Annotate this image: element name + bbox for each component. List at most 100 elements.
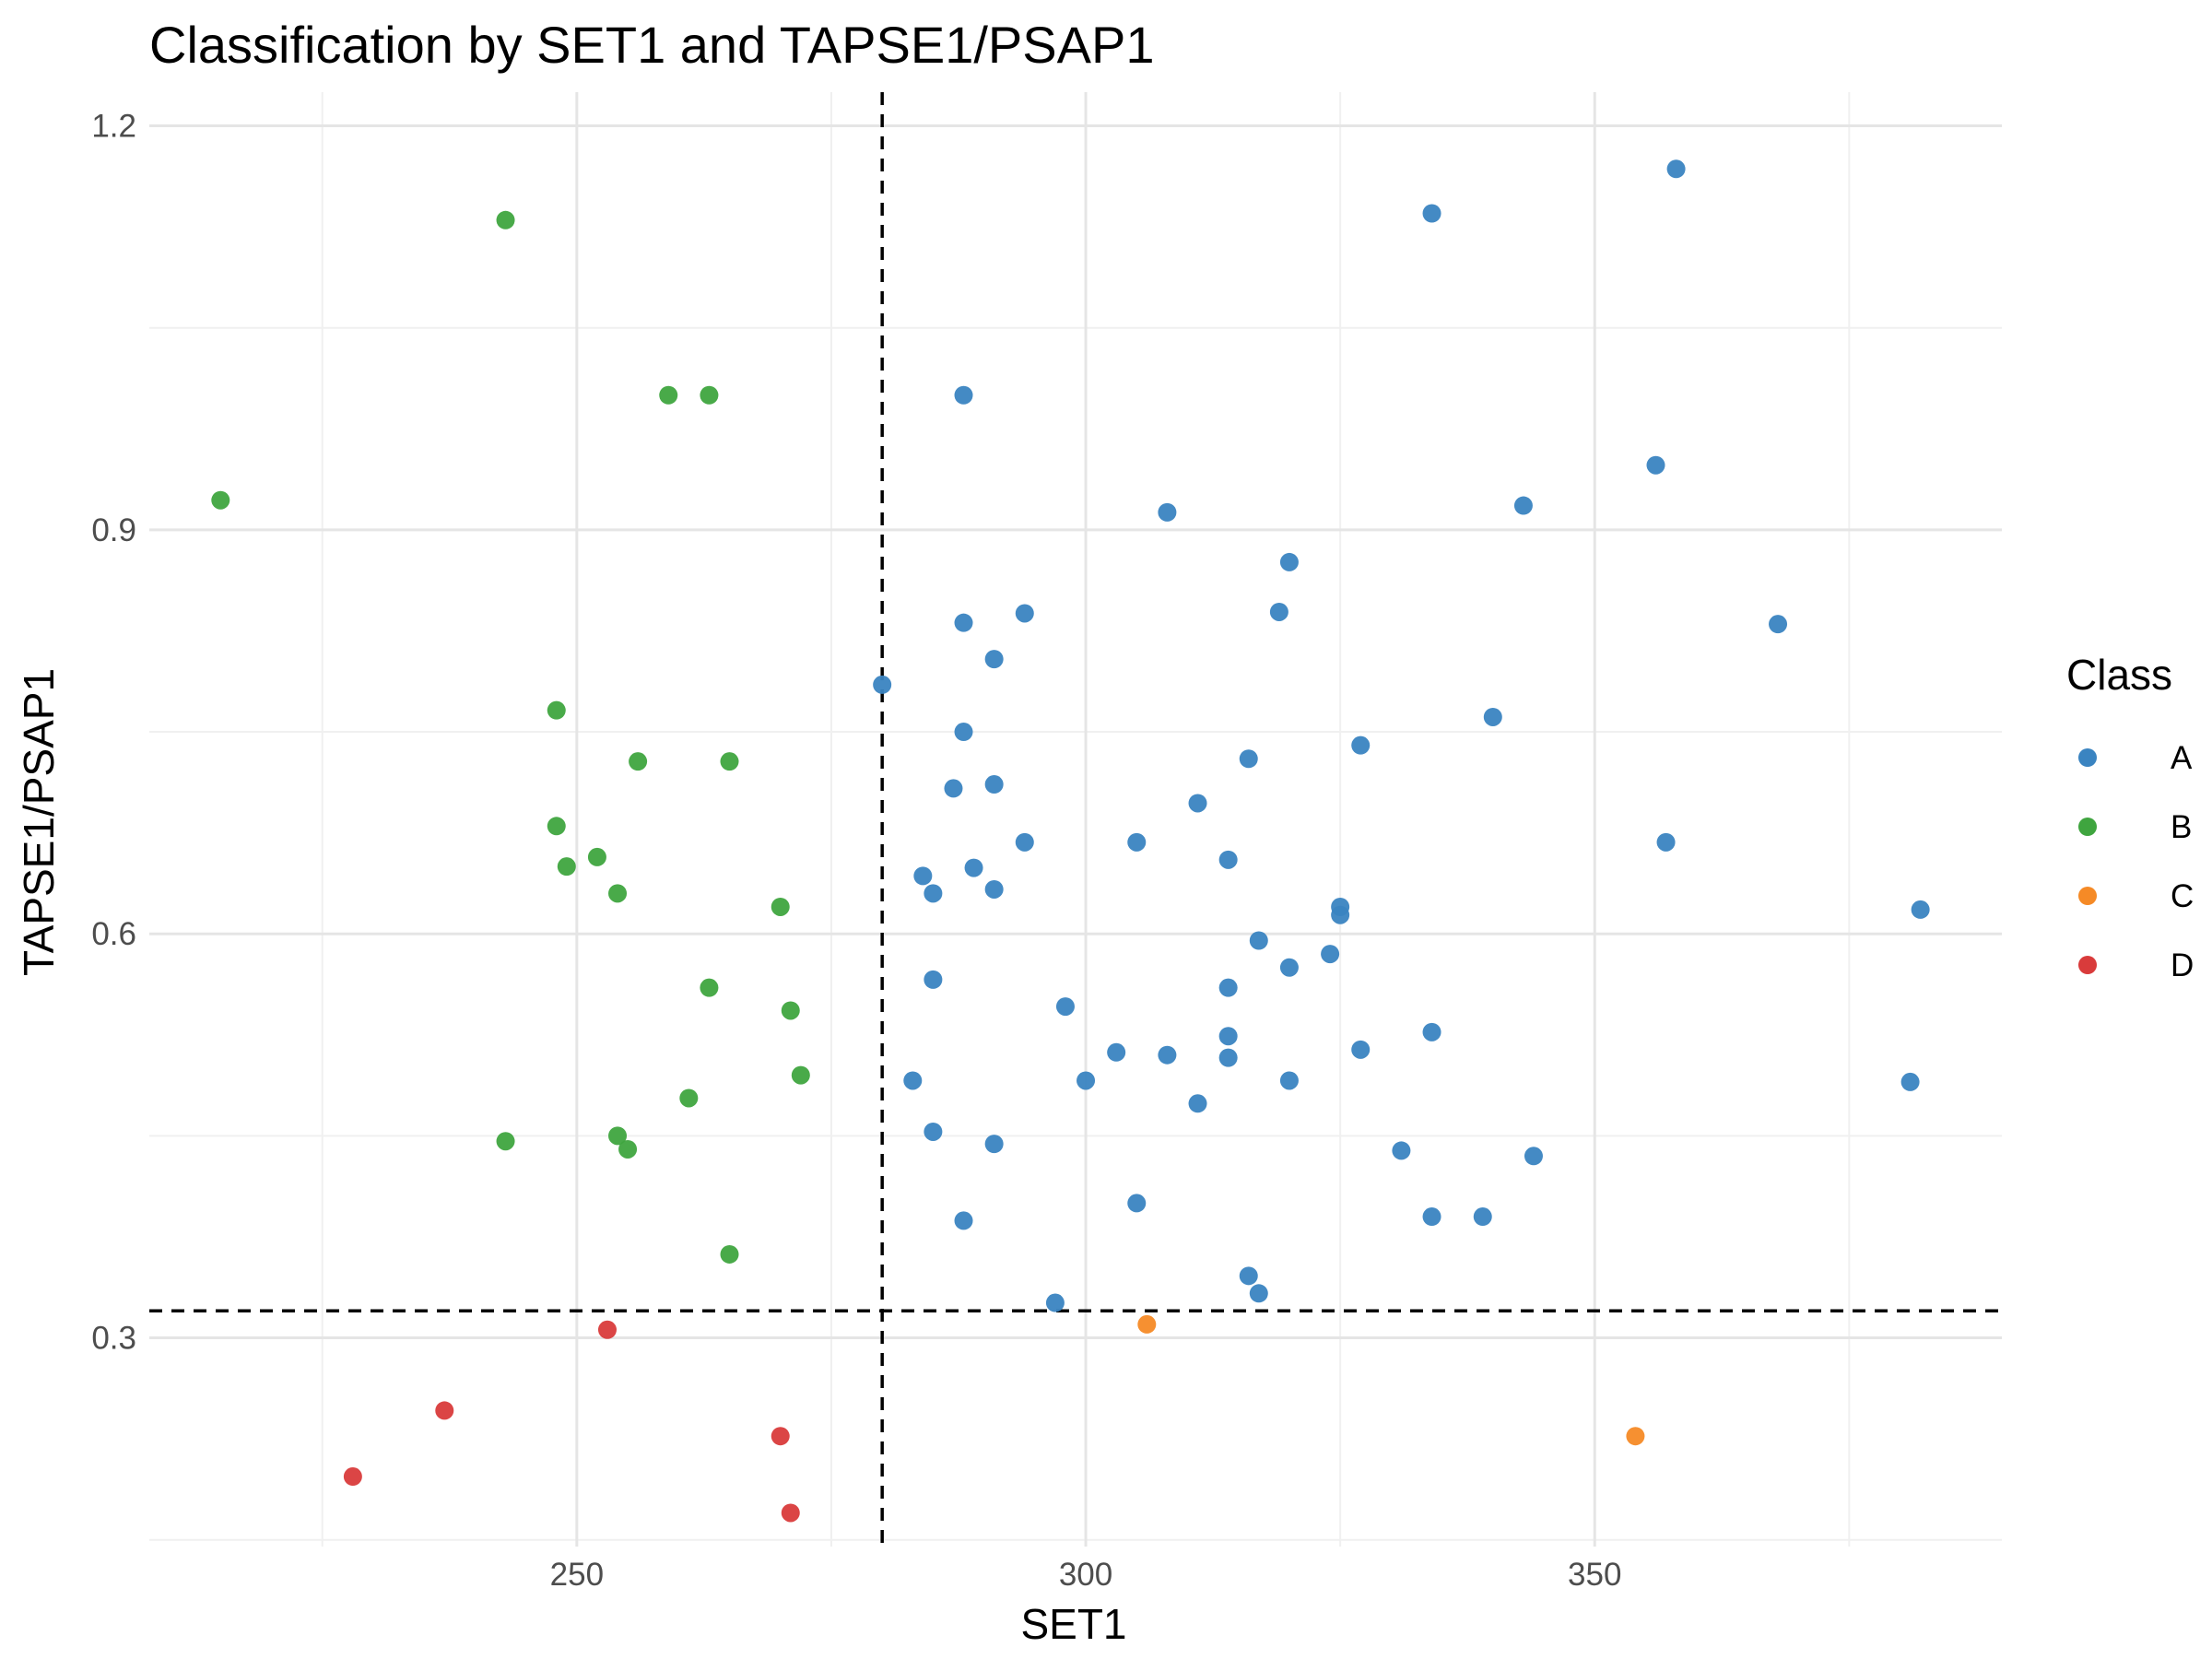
point-class-a [1483,707,1502,726]
point-class-a [1331,905,1350,924]
point-class-a [1351,735,1371,755]
point-class-a [1107,1042,1126,1062]
y-tick-label: 0.6 [91,916,136,952]
point-class-a [1239,749,1258,769]
point-class-a [984,775,1004,794]
point-class-a [954,1211,973,1230]
point-class-a [1127,832,1147,852]
y-tick-label: 1.2 [91,109,136,145]
point-class-a [1646,455,1665,475]
point-class-a [1188,1094,1207,1113]
point-class-b [659,385,678,405]
point-class-b [557,857,576,877]
point-class-a [954,723,973,742]
point-class-a [1473,1207,1492,1227]
chart-title: Classification by SET1 and TAPSE1/PSAP1 [149,16,1154,74]
point-class-b [211,490,230,510]
legend-title: Class [2066,651,2172,699]
point-class-b [700,978,719,997]
point-class-b [618,1139,638,1159]
point-class-d [771,1427,790,1446]
legend-key-a [2078,748,2097,767]
y-tick-labels: 0.3 0.6 0.9 1.2 [91,109,136,1357]
point-class-a [1218,1027,1238,1046]
point-class-b [608,884,628,903]
point-class-a [924,884,943,903]
grid-major [149,92,2002,1547]
point-class-a [1422,1022,1441,1041]
legend-key-d [2078,956,2097,974]
point-class-d [343,1467,362,1487]
point-class-a [984,1135,1004,1154]
point-class-a [924,1122,943,1141]
legend-label-c: C [2171,878,2194,914]
point-class-a [1158,502,1177,522]
legend-label-a: A [2171,740,2193,776]
point-class-d [435,1401,454,1420]
point-class-a [954,613,973,632]
legend-label-b: B [2171,809,2192,845]
point-class-a [1015,832,1034,852]
point-class-a [1321,945,1340,964]
point-class-b [720,1244,739,1264]
point-class-a [1158,1045,1177,1065]
point-class-a [1900,1072,1920,1091]
point-class-c [1137,1314,1157,1334]
point-class-a [1077,1071,1096,1090]
point-class-a [1188,794,1207,813]
point-class-b [608,1126,628,1146]
point-class-a [873,675,892,694]
point-class-b [700,385,719,405]
point-class-a [984,879,1004,899]
point-class-a [1218,1048,1238,1067]
point-class-b [587,847,606,866]
point-class-a [1513,496,1533,515]
point-class-b [547,817,566,836]
x-tick-label: 350 [1568,1557,1621,1593]
point-class-a [1422,1207,1441,1227]
y-axis-title: TAPSE1/PSAP1 [15,668,63,976]
point-class-a [944,779,963,798]
x-tick-labels: 250 300 350 [550,1557,1622,1593]
point-class-a [1392,1141,1411,1160]
point-class-a [1279,1071,1299,1090]
point-class-a [964,858,983,877]
grid-minor [149,92,2002,1547]
point-class-a [924,970,943,989]
point-class-a [1127,1194,1147,1213]
point-class-b [791,1065,810,1085]
point-class-d [597,1320,617,1339]
point-class-a [1239,1266,1258,1286]
y-tick-label: 0.3 [91,1321,136,1357]
point-class-a [1015,604,1034,623]
point-class-b [679,1088,699,1108]
point-class-a [1249,931,1268,950]
point-class-b [629,752,648,771]
x-axis-title: SET1 [1020,1600,1126,1648]
y-tick-label: 0.9 [91,512,136,548]
point-class-a [1218,978,1238,997]
point-class-a [1524,1147,1543,1166]
point-class-a [1269,602,1288,621]
point-class-a [1422,204,1441,223]
legend-label-d: D [2171,947,2194,983]
point-class-a [1911,900,1930,919]
x-tick-label: 300 [1059,1557,1112,1593]
point-class-a [1769,615,1788,634]
point-class-a [1279,958,1299,977]
point-class-b [547,700,566,720]
point-class-a [1045,1293,1065,1312]
legend-key-b [2078,818,2097,836]
legend-key-c [2078,887,2097,905]
point-class-d [781,1503,800,1523]
point-class-a [913,866,933,886]
point-class-a [1279,552,1299,571]
point-class-a [954,385,973,405]
point-class-a [1656,832,1676,852]
data-points [211,159,1930,1523]
point-class-b [496,210,515,229]
point-class-a [1055,997,1075,1017]
point-class-b [771,897,790,916]
